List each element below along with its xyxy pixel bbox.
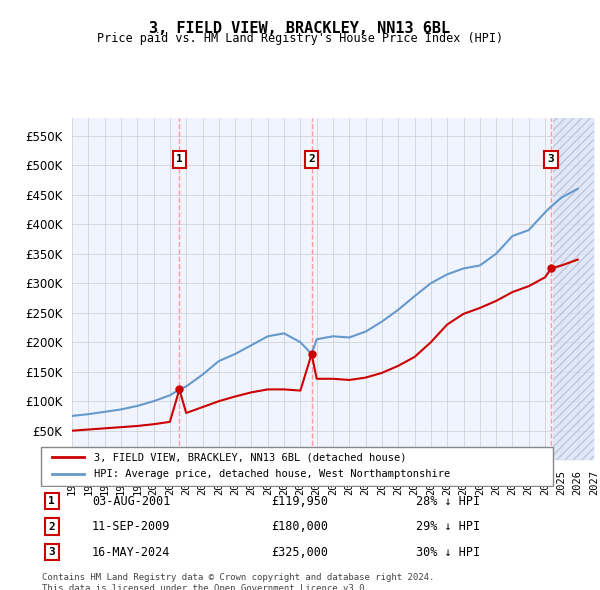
Text: 16-MAY-2024: 16-MAY-2024	[92, 546, 170, 559]
Text: 2: 2	[49, 522, 55, 532]
Text: £180,000: £180,000	[271, 520, 329, 533]
Text: 3, FIELD VIEW, BRACKLEY, NN13 6BL (detached house): 3, FIELD VIEW, BRACKLEY, NN13 6BL (detac…	[94, 452, 407, 462]
Text: Contains HM Land Registry data © Crown copyright and database right 2024.
This d: Contains HM Land Registry data © Crown c…	[42, 573, 434, 590]
Text: 30% ↓ HPI: 30% ↓ HPI	[416, 546, 480, 559]
Text: 2: 2	[308, 155, 315, 164]
Text: 1: 1	[49, 496, 55, 506]
Text: 1: 1	[176, 155, 183, 164]
FancyBboxPatch shape	[41, 447, 553, 486]
Text: 11-SEP-2009: 11-SEP-2009	[92, 520, 170, 533]
Text: £119,950: £119,950	[271, 494, 329, 507]
Text: 3: 3	[49, 547, 55, 557]
Text: 3: 3	[548, 155, 554, 164]
Text: 03-AUG-2001: 03-AUG-2001	[92, 494, 170, 507]
Text: £325,000: £325,000	[271, 546, 329, 559]
Text: 28% ↓ HPI: 28% ↓ HPI	[416, 494, 480, 507]
Text: 3, FIELD VIEW, BRACKLEY, NN13 6BL: 3, FIELD VIEW, BRACKLEY, NN13 6BL	[149, 21, 451, 35]
Text: 29% ↓ HPI: 29% ↓ HPI	[416, 520, 480, 533]
Text: HPI: Average price, detached house, West Northamptonshire: HPI: Average price, detached house, West…	[94, 470, 451, 479]
Text: Price paid vs. HM Land Registry's House Price Index (HPI): Price paid vs. HM Land Registry's House …	[97, 32, 503, 45]
